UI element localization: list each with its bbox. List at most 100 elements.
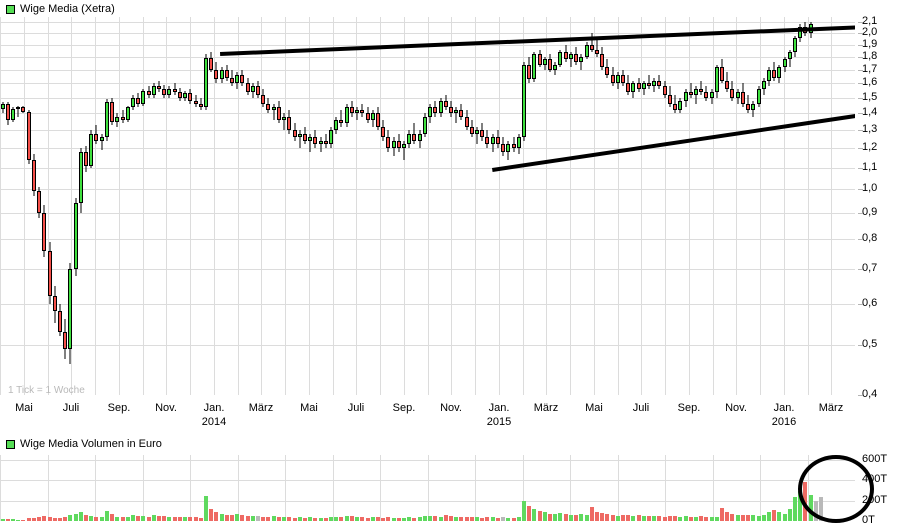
candlestick bbox=[115, 17, 119, 395]
candlestick bbox=[412, 17, 416, 395]
candle-body bbox=[663, 86, 667, 95]
candle-body bbox=[605, 67, 609, 76]
volume-bar bbox=[621, 514, 625, 521]
candlestick bbox=[147, 17, 151, 395]
volume-bar bbox=[115, 516, 119, 521]
candle-body bbox=[585, 44, 589, 57]
candlestick bbox=[334, 17, 338, 395]
candle-body bbox=[58, 311, 62, 332]
volume-bar bbox=[220, 513, 224, 521]
volume-bar bbox=[819, 496, 823, 521]
candle-body bbox=[710, 92, 714, 98]
volume-bar bbox=[287, 517, 291, 521]
volume-bar bbox=[94, 516, 98, 521]
candlestick bbox=[256, 17, 260, 395]
candle-body bbox=[783, 59, 787, 68]
x-axis-month-label: Juli bbox=[62, 402, 80, 414]
volume-y-tick-label: 0T bbox=[862, 514, 875, 526]
candlestick bbox=[725, 17, 729, 395]
candlestick bbox=[350, 17, 354, 395]
x-axis-month-label: März bbox=[533, 402, 559, 414]
price-vertical-gridline-minor bbox=[760, 17, 761, 395]
volume-bar bbox=[329, 517, 333, 521]
candlestick bbox=[538, 17, 542, 395]
candlestick bbox=[699, 17, 703, 395]
candle-body bbox=[579, 56, 583, 62]
price-vertical-gridline-minor bbox=[380, 17, 381, 395]
candlestick bbox=[590, 17, 594, 395]
candlestick bbox=[454, 17, 458, 395]
volume-bar bbox=[204, 495, 208, 521]
candlestick bbox=[772, 17, 776, 395]
candlestick bbox=[397, 17, 401, 395]
volume-bar bbox=[767, 511, 771, 521]
candlestick bbox=[48, 17, 52, 395]
volume-bar bbox=[668, 515, 672, 521]
candlestick bbox=[668, 17, 672, 395]
volume-plot-area[interactable] bbox=[0, 455, 855, 521]
volume-bar bbox=[647, 516, 651, 521]
volume-bar bbox=[303, 517, 307, 521]
price-y-tick-mark bbox=[858, 213, 863, 214]
volume-vertical-gridline bbox=[143, 455, 144, 521]
candle-body bbox=[527, 64, 531, 80]
volume-bar bbox=[313, 517, 317, 521]
candle-body bbox=[74, 202, 78, 270]
price-gridline bbox=[0, 345, 855, 346]
volume-bar bbox=[449, 515, 453, 521]
volume-bar bbox=[32, 517, 36, 521]
candlestick bbox=[220, 17, 224, 395]
price-y-tick-mark bbox=[858, 239, 863, 240]
candlestick bbox=[423, 17, 427, 395]
volume-bar bbox=[454, 516, 458, 521]
price-vertical-gridline-minor bbox=[475, 17, 476, 395]
candlestick bbox=[32, 17, 36, 395]
candlestick bbox=[704, 17, 708, 395]
candle-body bbox=[444, 100, 448, 108]
price-vertical-gridline-minor bbox=[665, 17, 666, 395]
candle-body bbox=[162, 89, 166, 95]
volume-bar bbox=[230, 515, 234, 521]
candlestick bbox=[480, 17, 484, 395]
volume-bar bbox=[162, 516, 166, 521]
volume-bar bbox=[141, 516, 145, 521]
candle-body bbox=[105, 102, 109, 138]
candlestick bbox=[558, 17, 562, 395]
price-vertical-gridline-minor bbox=[570, 17, 571, 395]
volume-bar bbox=[27, 518, 31, 521]
candle-body bbox=[53, 296, 57, 312]
price-gridline bbox=[0, 213, 855, 214]
price-y-tick-mark bbox=[858, 304, 863, 305]
candlestick bbox=[746, 17, 750, 395]
candlestick bbox=[522, 17, 526, 395]
candlestick bbox=[246, 17, 250, 395]
price-plot-area[interactable] bbox=[0, 17, 855, 395]
price-y-tick-label: 2,0 bbox=[862, 26, 878, 38]
candle-body bbox=[147, 90, 151, 95]
volume-bar bbox=[183, 516, 187, 521]
price-vertical-gridline bbox=[641, 17, 642, 395]
volume-vertical-gridline bbox=[475, 455, 476, 521]
candlestick bbox=[788, 17, 792, 395]
price-y-tick-mark bbox=[858, 98, 863, 99]
candlestick bbox=[366, 17, 370, 395]
volume-bar bbox=[512, 517, 516, 521]
volume-bar bbox=[418, 516, 422, 521]
volume-bar bbox=[579, 514, 583, 521]
candlestick bbox=[16, 17, 20, 395]
volume-vertical-gridline bbox=[190, 455, 191, 521]
volume-y-axis: 600T 400T 200T 0T bbox=[858, 454, 900, 526]
volume-bar bbox=[480, 517, 484, 521]
candle-body bbox=[173, 89, 177, 92]
candle-body bbox=[37, 191, 41, 213]
candlestick bbox=[376, 17, 380, 395]
candle-body bbox=[94, 133, 98, 141]
candle-wick bbox=[700, 80, 702, 95]
volume-bar bbox=[225, 514, 229, 521]
volume-bar bbox=[809, 494, 813, 521]
candle-body bbox=[491, 137, 495, 145]
price-gridline bbox=[0, 22, 855, 23]
price-y-tick-label: 1,5 bbox=[862, 91, 878, 103]
candle-body bbox=[27, 111, 31, 160]
candle-body bbox=[240, 75, 244, 84]
